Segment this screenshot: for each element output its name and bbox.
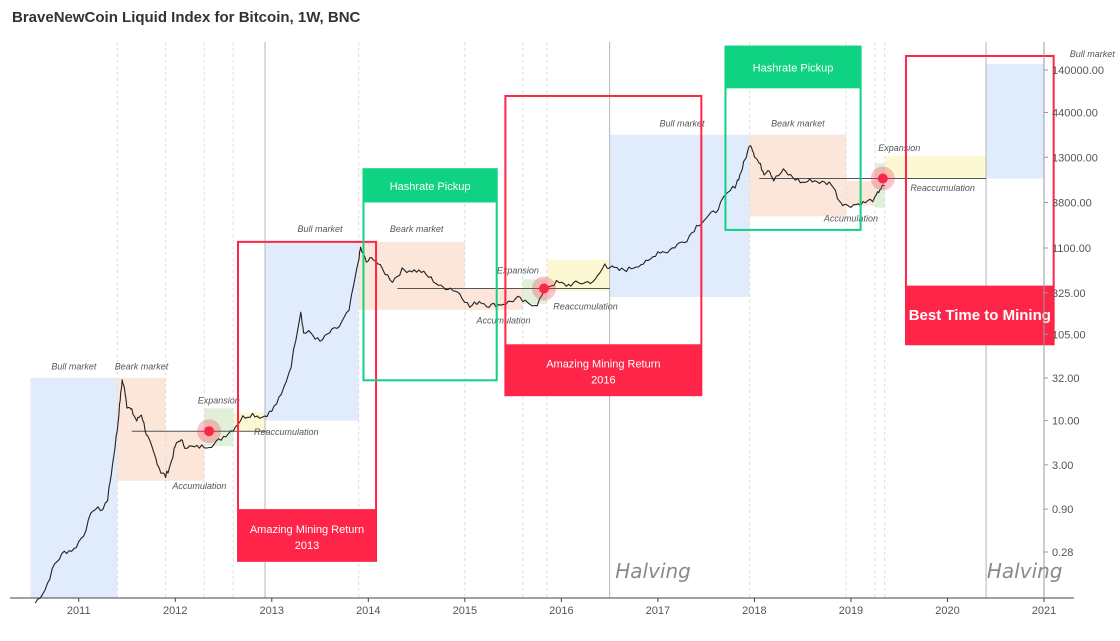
phase-label: Expansion <box>198 395 240 405</box>
y-tick-label: 13000.00 <box>1052 152 1098 164</box>
annotations: Amazing Mining Return 2013 Hashrate Pickup… <box>237 45 1055 562</box>
y-tick-label: 44000.00 <box>1052 108 1098 120</box>
phase-band <box>986 63 1044 179</box>
mining-return-year: 2013 <box>295 540 319 552</box>
y-tick-label: 3.00 <box>1052 460 1073 472</box>
phase-label: Reaccumulation <box>910 183 975 193</box>
hashrate-title: Hashrate Pickup <box>390 181 471 193</box>
y-tick-label: 140000.00 <box>1052 65 1104 77</box>
x-tick-label: 2013 <box>260 605 284 617</box>
phase-label: Bull market <box>660 119 706 129</box>
mining-return-year: 2016 <box>591 375 615 387</box>
phase-label: Beark market <box>115 362 169 372</box>
y-tick-label: 0.28 <box>1052 547 1073 559</box>
markers <box>197 166 895 444</box>
phase-label: Beark market <box>390 224 444 234</box>
price-line-series-0 <box>34 145 885 604</box>
halving-labels: Halving Halving <box>615 559 1062 583</box>
x-tick-label: 2016 <box>549 605 573 617</box>
y-tick-label: 32.00 <box>1052 373 1080 385</box>
best-time-label-box <box>905 285 1054 345</box>
phase-label: Reaccumulation <box>553 302 618 312</box>
x-tick-label: 2021 <box>1032 605 1056 617</box>
y-tick-label: 3800.00 <box>1052 197 1092 209</box>
x-tick-label: 2012 <box>163 605 187 617</box>
chart-title: BraveNewCoin Liquid Index for Bitcoin, 1… <box>12 9 361 26</box>
phase-label: Expansion <box>497 265 539 275</box>
best-time-title: Best Time to Mining <box>909 307 1051 324</box>
mining-return-title: Amazing Mining Return <box>250 524 364 536</box>
halving-label: Halving <box>615 559 691 583</box>
x-tick-label: 2020 <box>935 605 959 617</box>
marker-point <box>538 283 549 294</box>
phase-label: Bull market <box>1070 49 1116 59</box>
level-lines <box>131 177 987 432</box>
phase-labels: Bull market Beark market Expansion Reaccumu… <box>51 49 1115 491</box>
x-tick-label: 2018 <box>742 605 766 617</box>
y-tick-label: 0.90 <box>1052 504 1073 516</box>
phase-band <box>233 412 266 432</box>
phase-label: Expansion <box>878 143 920 153</box>
phase-label: Accumulation <box>171 481 226 491</box>
x-tick-label: 2014 <box>356 605 380 617</box>
phase-label: Accumulation <box>475 316 530 326</box>
phase-band <box>875 163 885 208</box>
x-tick-label: 2017 <box>646 605 670 617</box>
phase-band <box>265 241 359 421</box>
phase-band <box>30 377 118 598</box>
y-tick-label: 105.00 <box>1052 329 1086 341</box>
hashrate-title: Hashrate Pickup <box>753 62 834 74</box>
phase-band <box>165 431 205 481</box>
phase-band <box>358 241 465 310</box>
phase-label: Bull market <box>51 362 97 372</box>
phase-band <box>546 259 610 292</box>
x-tick-label: 2011 <box>67 605 91 617</box>
x-tick-label: 2019 <box>839 605 863 617</box>
price-series <box>34 145 885 604</box>
phase-band <box>884 155 987 179</box>
mining-return-label-box <box>505 344 702 396</box>
phase-label: Reaccumulation <box>254 427 319 437</box>
phase-band <box>464 288 523 310</box>
marker-point <box>877 173 888 184</box>
y-tick-label: 10.00 <box>1052 416 1080 428</box>
grid-lines <box>116 42 987 598</box>
marker-point <box>204 426 215 437</box>
hashrate-label-box <box>725 46 861 89</box>
halving-label: Halving <box>987 559 1063 583</box>
phase-label: Accumulation <box>823 214 878 224</box>
y-tick-label: 325.00 <box>1052 288 1086 300</box>
hashrate-label-box <box>363 169 497 203</box>
y-tick-label: 1100.00 <box>1052 243 1091 255</box>
phase-band <box>749 134 847 217</box>
mining-return-title: Amazing Mining Return <box>546 359 660 371</box>
axes: 2011 2012 2013 2014 2015 2016 2017 2018 2019 2020… <box>10 42 1104 617</box>
phase-label: Beark market <box>771 119 825 129</box>
x-tick-label: 2015 <box>453 605 477 617</box>
mining-return-label-box <box>238 509 377 561</box>
phase-label: Bull market <box>298 224 344 234</box>
phase-band <box>609 134 750 297</box>
